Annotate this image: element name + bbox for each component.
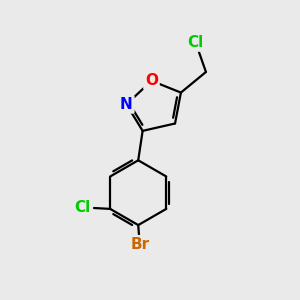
Text: O: O bbox=[145, 73, 158, 88]
Text: Cl: Cl bbox=[188, 35, 204, 50]
Text: N: N bbox=[120, 97, 133, 112]
Text: Br: Br bbox=[130, 237, 149, 252]
Text: Cl: Cl bbox=[74, 200, 90, 215]
